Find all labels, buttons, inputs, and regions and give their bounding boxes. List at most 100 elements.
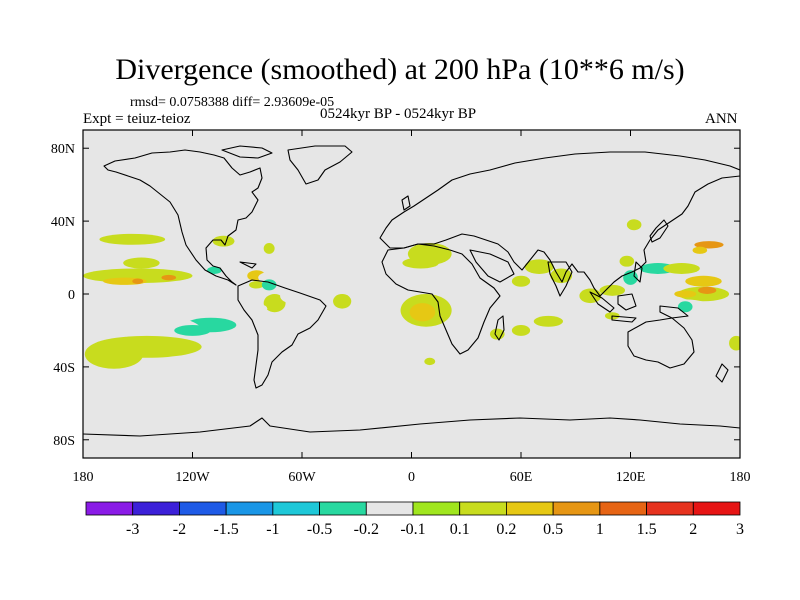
colorbar-label: 3 [736, 521, 744, 538]
colorbar-label: 0.5 [543, 521, 563, 538]
anomaly-region [280, 288, 302, 304]
anomaly-region [333, 286, 344, 294]
x-tick-label: 0 [408, 470, 415, 485]
coast-arabia [469, 249, 515, 283]
colorbar-swatch [365, 501, 414, 516]
anomaly-region [230, 266, 246, 278]
anomaly-region [207, 266, 222, 274]
y-tick-label: 80S [53, 434, 75, 449]
anomaly-region [599, 284, 626, 296]
anomaly-region [570, 279, 582, 291]
anomaly-region [524, 259, 554, 274]
colorbar-swatch [272, 501, 320, 516]
anomaly-region [511, 275, 531, 287]
anomaly-region [694, 241, 724, 249]
colorbar-swatch [692, 501, 741, 516]
coast-new-zealand [715, 363, 729, 383]
x-tick-label: 60E [510, 470, 533, 485]
anomaly-region [566, 259, 589, 274]
anomaly-region [263, 242, 275, 254]
colorbar: -3 -2 -1.5 -1 -0.5 -0.2 -0.1 0.1 0.2 0.5 1 1.5 2 3 [85, 501, 744, 538]
y-tick-label: 40S [53, 361, 75, 376]
anomaly-region [132, 278, 144, 284]
colorbar-swatch [599, 501, 647, 516]
anomaly-region [123, 257, 160, 269]
coast-british-isles [401, 195, 411, 211]
colorbar-label: 1 [596, 521, 604, 538]
colorbar-swatch [132, 501, 180, 516]
anomaly-region [354, 310, 377, 322]
season-label: ANN [705, 111, 738, 127]
coast-borneo [617, 293, 637, 311]
colorbar-label: -1 [266, 521, 279, 538]
colorbar-swatch [506, 501, 554, 516]
anomaly-layer [83, 219, 740, 419]
map-background [83, 130, 740, 458]
coast-madagascar [494, 315, 505, 341]
anomaly-region [579, 288, 602, 304]
anomaly-region [679, 335, 709, 347]
anomaly-region [263, 294, 286, 313]
colorbar-label: 0.1 [450, 521, 470, 538]
anomaly-region [258, 272, 281, 284]
anomaly-region [84, 339, 144, 369]
coast-java [611, 315, 637, 323]
anomaly-region [626, 219, 642, 231]
anomaly-region [161, 274, 177, 281]
colorbar-swatch [459, 501, 507, 516]
colorbar-label: -0.2 [354, 521, 379, 538]
chart-subtitle: 0524kyr BP - 0524kyr BP [320, 106, 477, 122]
anomaly-region [630, 252, 649, 264]
colorbar-label: 1.5 [637, 521, 657, 538]
anomaly-region [333, 294, 352, 309]
colorbar-label: -3 [126, 521, 139, 538]
anomaly-region [249, 281, 264, 289]
anomaly-region [661, 413, 673, 419]
coast-philippines [633, 261, 643, 283]
anomaly-region [511, 324, 531, 336]
colorbar-swatch [646, 501, 694, 516]
anomaly-region [619, 255, 635, 267]
anomaly-region [692, 246, 708, 254]
anomaly-region [409, 303, 436, 322]
anomaly-region [174, 324, 211, 336]
coast-greenland [287, 145, 353, 185]
y-tick-label: 80N [51, 142, 75, 157]
coast-new-guinea [659, 305, 689, 319]
coast-caribbean [239, 261, 257, 269]
anomaly-region [212, 235, 235, 247]
y-tick-label: 40N [51, 215, 75, 230]
anomaly-region [165, 252, 228, 271]
colorbar-label: -2 [173, 521, 186, 538]
anomaly-region [672, 241, 691, 249]
anomaly-region [677, 301, 693, 313]
coast-sumatra [589, 291, 615, 313]
colorbar-swatch [552, 501, 601, 516]
colorbar-swatch [225, 501, 274, 516]
anomaly-region [486, 301, 538, 316]
anomaly-region [256, 304, 268, 313]
y-tick-label: 0 [68, 288, 75, 303]
anomaly-region [402, 257, 439, 269]
anomaly-region [685, 275, 722, 287]
anomaly-region [99, 233, 166, 245]
coast-eurasia [379, 151, 740, 297]
anomaly-region [280, 232, 324, 243]
x-tick-label: 120E [616, 470, 646, 485]
axis-ticks: 180 120W 60W 0 60E 120E 180 80N 40N 0 40S 80S [51, 130, 751, 485]
chart-title: Divergence (smoothed) at 200 hPa (10**6 … [115, 53, 685, 86]
colorbar-swatch [179, 501, 227, 516]
anomaly-region [674, 290, 697, 298]
colorbar-label: -0.5 [307, 521, 332, 538]
experiment-label: Expt = teiuz-teioz [83, 111, 191, 127]
x-tick-label: 180 [730, 470, 751, 485]
coast-south-america [237, 279, 327, 389]
colorbar-swatch [85, 501, 134, 516]
x-tick-label: 120W [175, 470, 210, 485]
colorbar-swatch [412, 501, 461, 516]
colorbar-swatch [319, 501, 367, 516]
anomaly-region [466, 297, 489, 316]
anomaly-region [274, 328, 312, 344]
coastlines [83, 145, 740, 437]
